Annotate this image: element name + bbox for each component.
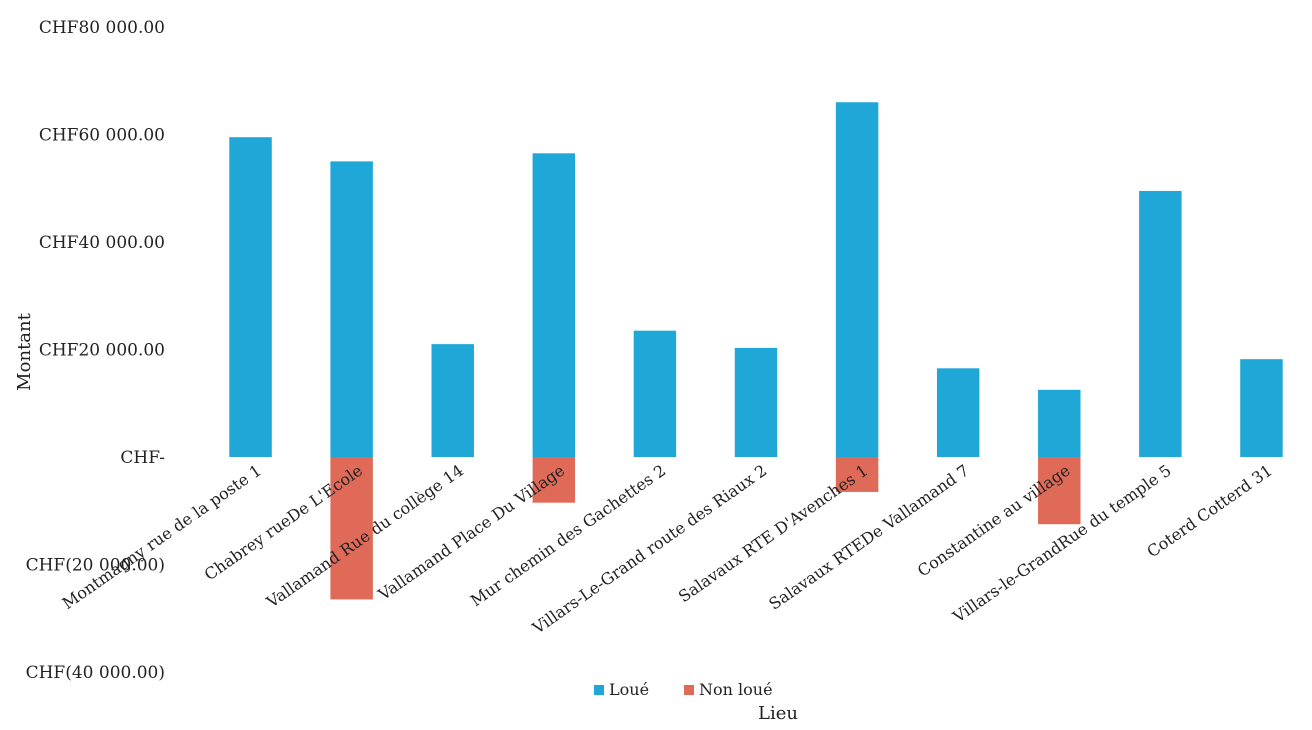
y-tick-label: CHF40 000.00 <box>39 233 165 253</box>
bar-loue <box>633 330 677 457</box>
y-tick-label: CHF20 000.00 <box>39 341 165 361</box>
x-axis-title: Lieu <box>758 703 798 724</box>
legend-swatch <box>684 685 694 695</box>
bar-non-loue <box>330 457 373 600</box>
bar-loue <box>1139 190 1182 457</box>
bar-loue <box>835 102 879 457</box>
y-axis-ticks: CHF80 000.00 CHF60 000.00 CHF40 000.00 CHF2… <box>26 18 165 683</box>
bar-loue <box>229 137 272 457</box>
bar-loue <box>1038 389 1081 457</box>
y-axis-title: Montant <box>14 312 35 390</box>
bar-loue <box>532 153 576 457</box>
legend-label: Non loué <box>699 680 773 699</box>
bar-loue <box>936 368 980 457</box>
bar-non-loue <box>1038 457 1081 525</box>
x-category-label: Montmagny rue de la poste 1 <box>59 461 265 613</box>
bar-loue <box>431 344 474 457</box>
bar-non-loue <box>835 457 879 492</box>
y-tick-label: CHF80 000.00 <box>39 18 165 38</box>
bar-loue <box>734 347 778 457</box>
y-tick-label: CHF- <box>120 448 165 468</box>
bars <box>229 102 1283 600</box>
y-tick-label: CHF60 000.00 <box>39 126 165 146</box>
bar-loue <box>1240 359 1283 457</box>
bar-loue <box>330 161 373 457</box>
legend-label: Loué <box>609 680 649 699</box>
bar-non-loue <box>532 457 576 503</box>
legend-swatch <box>594 685 604 695</box>
y-tick-label: CHF(40 000.00) <box>26 663 165 683</box>
y-tick-label: CHF(20 000.00) <box>26 556 165 576</box>
legend: Loué Non loué <box>594 680 773 699</box>
x-category-label: Vallamand Place Du Village <box>374 461 568 605</box>
x-category-label: Salavaux RTE D'Avenches 1 <box>675 461 871 606</box>
